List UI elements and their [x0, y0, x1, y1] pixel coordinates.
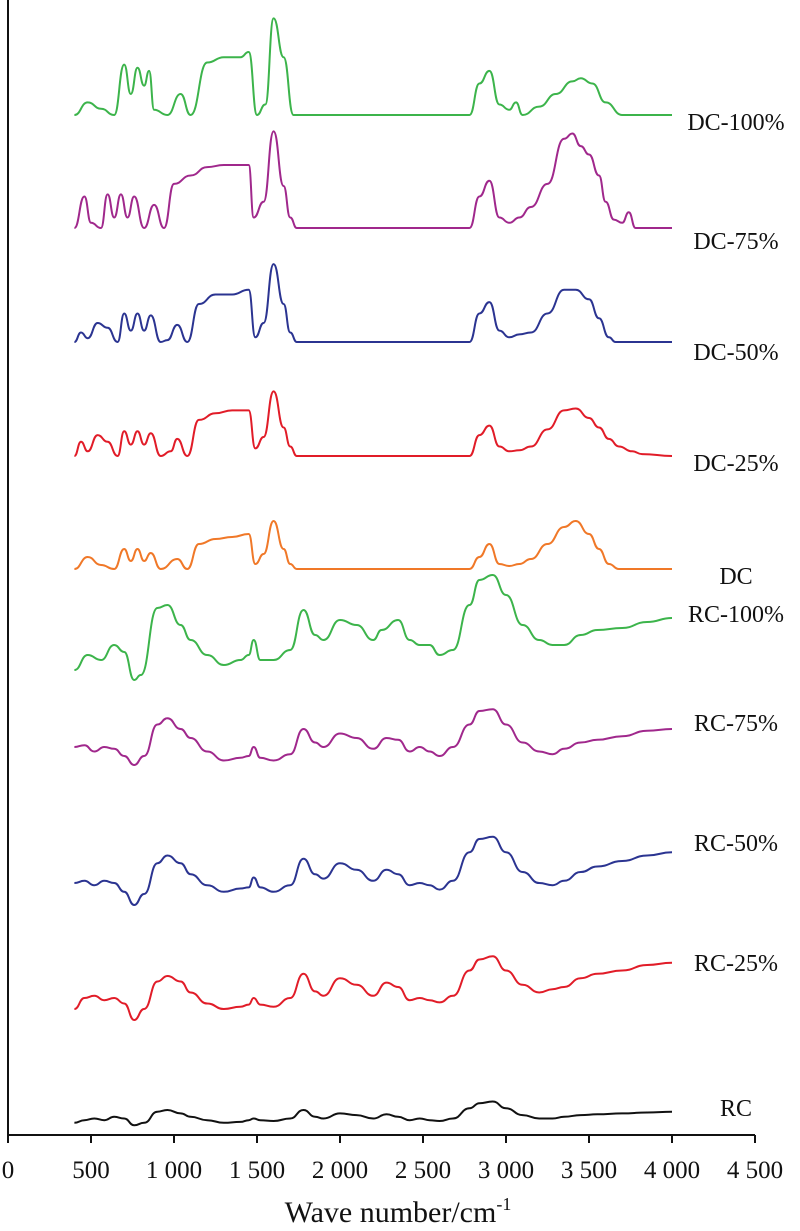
series-label-rc-50-pct: RC-50% — [694, 831, 778, 857]
series-line-dc-75-pct — [73, 130, 672, 230]
series-label-rc-100-pct: RC-100% — [688, 602, 784, 628]
x-tick-label: 1 500 — [229, 1157, 285, 1184]
series-label-group: DC-100% DC-75% DC-50% DC-25% DC RC-100% RC-75%… — [687, 110, 784, 1122]
series-label-dc-25-pct: DC-25% — [693, 451, 778, 477]
series-group — [73, 17, 673, 1127]
series-line-dc-50-pct — [74, 263, 672, 344]
series-label-dc: DC — [719, 564, 752, 590]
x-tick-label: 1 000 — [146, 1157, 202, 1184]
series-label-dc-100-pct: DC-100% — [687, 110, 784, 136]
series-label-rc-75-pct: RC-75% — [694, 711, 778, 737]
series-label-dc-75-pct: DC-75% — [693, 229, 778, 255]
series-line-dc — [74, 520, 672, 570]
series-line-rc-75-pct — [74, 708, 673, 766]
series-line-rc-25-pct — [74, 955, 673, 1021]
x-axis-label: Wave number/cm-1 — [285, 1194, 512, 1229]
x-tick-label: 4 500 — [727, 1157, 783, 1184]
series-label-rc-25-pct: RC-25% — [694, 951, 778, 977]
series-line-rc-100-pct — [74, 574, 673, 681]
x-tick-label: 3 000 — [478, 1157, 534, 1184]
x-axis-label-main: Wave number/cm — [285, 1196, 497, 1229]
x-tick-label: 2 500 — [395, 1157, 451, 1184]
x-tick-label: 3 500 — [561, 1157, 617, 1184]
x-tick-label: 0 — [2, 1157, 15, 1184]
series-label-dc-50-pct: DC-50% — [693, 340, 778, 366]
x-axis-label-superscript: -1 — [496, 1194, 511, 1214]
x-tick-label: 500 — [72, 1157, 110, 1184]
x-tick-label: 2 000 — [312, 1157, 368, 1184]
series-line-rc-50-pct — [74, 835, 673, 906]
series-line-dc-25-pct — [73, 390, 673, 458]
series-label-rc: RC — [720, 1096, 752, 1122]
x-tick-label: 4 000 — [644, 1157, 700, 1184]
series-line-dc-100-pct — [74, 17, 672, 117]
x-axis-ticks: 0 500 1 000 1 500 2 000 2 500 3 000 3 500 4 000 4… — [2, 1135, 783, 1184]
series-line-rc — [74, 1100, 673, 1127]
